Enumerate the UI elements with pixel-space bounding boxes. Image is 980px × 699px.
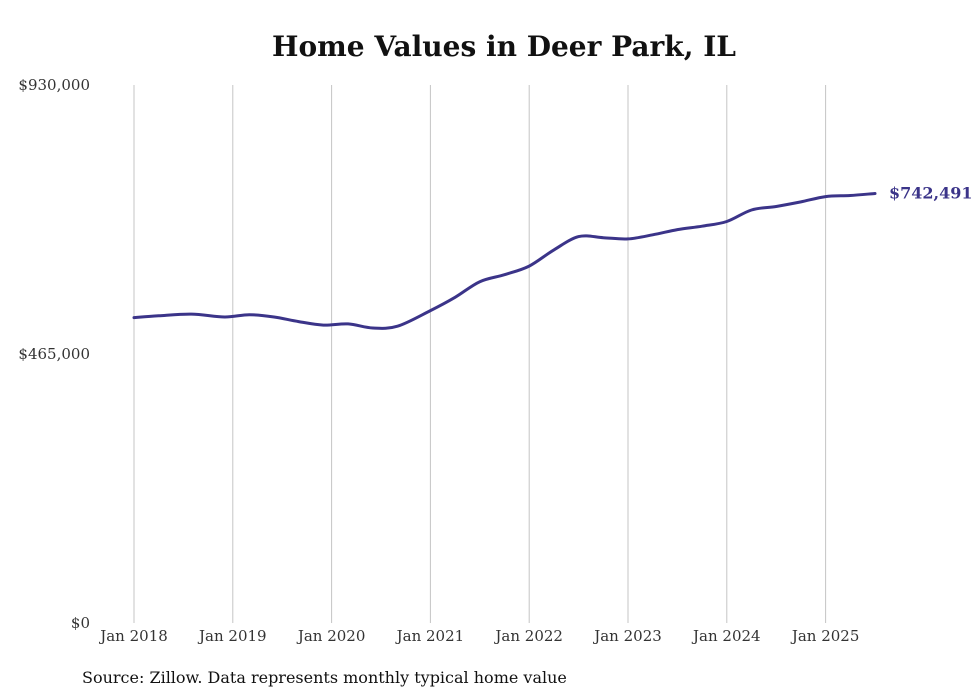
x-tick-label: Jan 2021 xyxy=(395,627,465,645)
y-tick-label: $0 xyxy=(71,614,90,632)
x-tick-label: Jan 2022 xyxy=(493,627,563,645)
x-tick-label: Jan 2024 xyxy=(691,627,761,645)
x-tick-label: Jan 2019 xyxy=(197,627,267,645)
home-value-line xyxy=(132,192,877,330)
end-value-label: $742,491 xyxy=(889,183,973,202)
x-tick-label: Jan 2023 xyxy=(592,627,662,645)
chart-title: Home Values in Deer Park, IL xyxy=(272,30,736,63)
y-tick-label: $465,000 xyxy=(18,345,90,363)
y-axis-ticks: $930,000 $465,000 $0 xyxy=(18,76,90,632)
x-tick-label: Jan 2018 xyxy=(98,627,168,645)
x-tick-label: Jan 2025 xyxy=(790,627,860,645)
grid-lines xyxy=(133,85,827,623)
y-tick-label: $930,000 xyxy=(18,76,90,94)
source-note: Source: Zillow. Data represents monthly … xyxy=(82,668,567,687)
x-axis-ticks: Jan 2018 Jan 2019 Jan 2020 Jan 2021 Jan 2022… xyxy=(98,627,859,645)
x-tick-label: Jan 2020 xyxy=(296,627,366,645)
